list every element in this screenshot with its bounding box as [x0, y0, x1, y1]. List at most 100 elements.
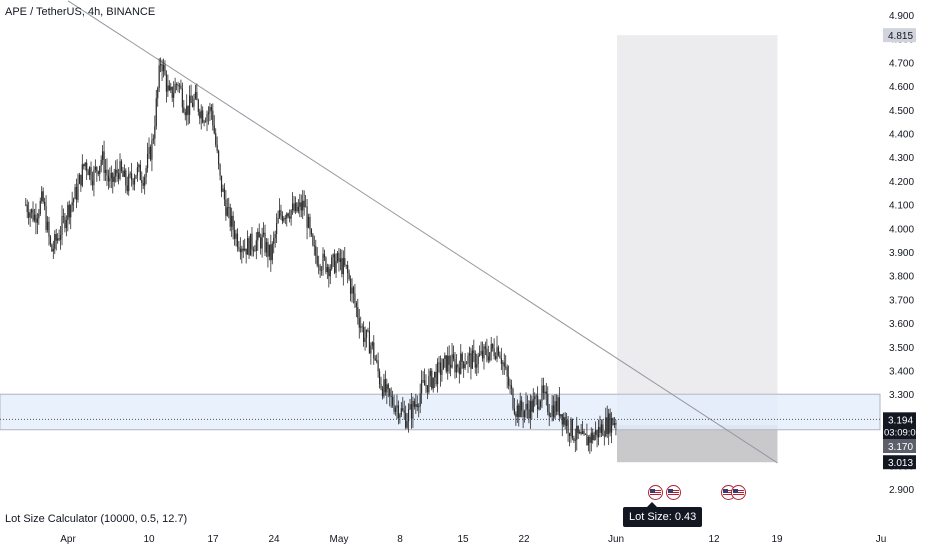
candle-body [589, 436, 591, 443]
candle [309, 213, 311, 238]
candle [96, 166, 98, 182]
candle [197, 98, 199, 116]
candle [400, 402, 402, 418]
candle-body [238, 247, 240, 249]
candle-body [477, 355, 479, 365]
candle [154, 115, 156, 146]
candle [204, 117, 207, 123]
candle [135, 174, 137, 180]
us-flag-event-icon[interactable] [666, 485, 681, 500]
candle-body [480, 350, 482, 355]
candle-body [97, 171, 99, 174]
candle [484, 341, 487, 356]
candle [609, 408, 611, 437]
candle [603, 430, 605, 446]
candle [287, 212, 289, 219]
candle-body [290, 210, 292, 219]
candle [534, 392, 536, 407]
candle [39, 197, 41, 217]
candle-body [126, 185, 128, 192]
candle [336, 250, 339, 264]
candle [316, 247, 318, 268]
target-price-tag: 3.013 [888, 458, 913, 469]
candle [278, 198, 281, 220]
candle-body [110, 173, 112, 179]
candle [574, 428, 576, 453]
candle-body [441, 369, 443, 375]
candle [383, 373, 385, 399]
candle-body [558, 397, 560, 417]
candle-body [445, 355, 447, 372]
candle-body [71, 202, 73, 206]
candle-body [184, 112, 186, 116]
candle [71, 191, 73, 213]
candle [212, 103, 214, 131]
candle [364, 326, 366, 351]
candle [46, 216, 49, 233]
candle [412, 396, 414, 428]
candle [508, 365, 510, 390]
candle [463, 360, 465, 378]
candle-body [503, 362, 505, 367]
candle [52, 240, 54, 260]
candle [352, 285, 355, 304]
y-tick-label: 3.600 [889, 319, 914, 330]
candle [294, 196, 297, 215]
candle [548, 403, 550, 427]
candle [381, 386, 384, 400]
candle-body [497, 347, 500, 356]
candle-body [415, 404, 417, 407]
candle [100, 155, 102, 173]
candle [144, 174, 146, 195]
candle [284, 214, 286, 225]
candle [551, 394, 553, 422]
us-flag-event-icon[interactable] [731, 485, 746, 500]
candle [225, 190, 227, 221]
indicator-label[interactable]: Lot Size Calculator (10000, 0.5, 12.7) [5, 513, 188, 525]
candle-body [319, 266, 321, 271]
candle-body [151, 140, 153, 160]
candle [286, 212, 288, 227]
candle [471, 344, 473, 369]
candle-body [612, 418, 614, 425]
candle-body [206, 114, 208, 122]
candle-body [289, 216, 291, 219]
candle [126, 176, 128, 195]
candle-body [257, 231, 259, 241]
candle [242, 240, 244, 258]
candle-body [194, 91, 197, 99]
candle-body [368, 330, 371, 354]
candle-body [397, 405, 400, 418]
candle [229, 203, 231, 232]
candle [358, 309, 360, 339]
candle-body [334, 254, 336, 273]
candle-body [146, 153, 149, 169]
candle [483, 344, 485, 370]
us-flag-event-icon[interactable] [648, 485, 663, 500]
candle-body [65, 219, 67, 229]
candle-body [78, 174, 81, 184]
candle-body [400, 408, 402, 415]
candle [44, 197, 46, 211]
candle [519, 392, 521, 418]
candle [468, 346, 471, 368]
candle [129, 171, 131, 179]
candle-body [568, 433, 571, 437]
candle [261, 227, 263, 258]
candle [474, 350, 476, 374]
candle [610, 412, 613, 444]
candle [516, 399, 518, 423]
candle-body [100, 159, 102, 167]
candle [313, 235, 315, 256]
candle [384, 370, 386, 396]
candle-body [413, 401, 415, 407]
candle [325, 256, 327, 275]
candle-body [249, 233, 252, 256]
candle [277, 210, 279, 224]
candle [599, 415, 601, 438]
candle [293, 195, 295, 213]
candle [493, 338, 495, 360]
candle [122, 167, 124, 178]
